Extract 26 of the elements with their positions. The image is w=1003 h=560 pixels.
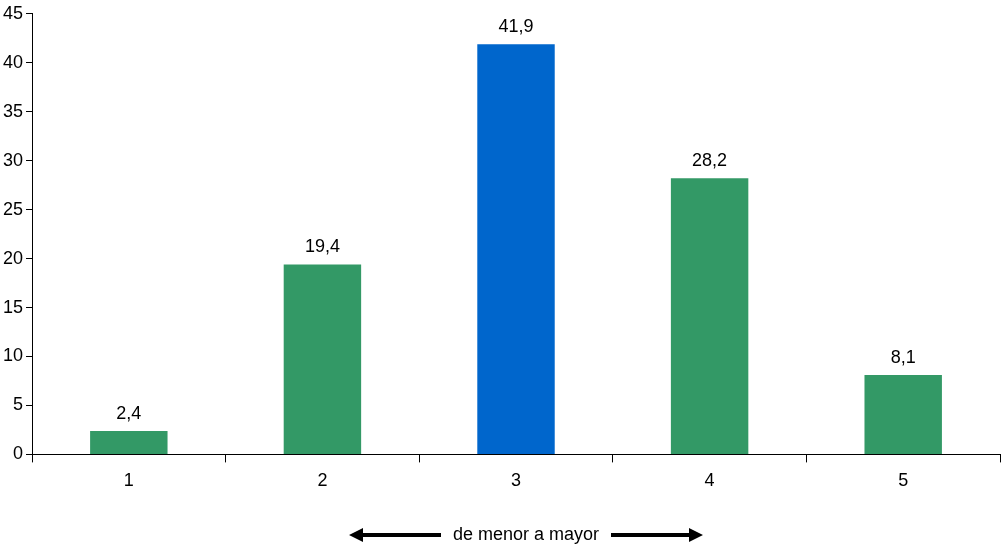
bar bbox=[670, 178, 749, 454]
x-tick-label: 2 bbox=[317, 470, 328, 491]
x-tick-label: 5 bbox=[898, 470, 909, 491]
y-tick-label: 25 bbox=[2, 198, 24, 219]
y-tick-label: 20 bbox=[2, 247, 24, 268]
x-tick-label: 3 bbox=[511, 470, 522, 491]
data-label: 28,2 bbox=[692, 150, 728, 171]
bar bbox=[283, 264, 362, 454]
y-tick-label: 35 bbox=[2, 100, 24, 121]
x-tick-label: 4 bbox=[704, 470, 715, 491]
bar bbox=[864, 375, 942, 454]
data-label: 8,1 bbox=[890, 347, 916, 368]
data-label: 2,4 bbox=[116, 402, 142, 423]
y-tick-label: 15 bbox=[2, 296, 24, 317]
bar bbox=[90, 430, 168, 454]
y-tick-label: 0 bbox=[13, 443, 24, 464]
data-label: 19,4 bbox=[304, 236, 340, 257]
bar bbox=[477, 44, 555, 454]
y-tick-label: 40 bbox=[2, 51, 24, 72]
y-tick-label: 45 bbox=[2, 2, 24, 23]
x-axis-title: de menor a mayor bbox=[452, 524, 600, 545]
y-tick-label: 30 bbox=[2, 149, 24, 170]
data-label: 41,9 bbox=[498, 16, 534, 37]
y-tick-label: 10 bbox=[2, 345, 24, 366]
x-tick-label: 1 bbox=[123, 470, 134, 491]
y-tick-label: 5 bbox=[13, 394, 24, 415]
